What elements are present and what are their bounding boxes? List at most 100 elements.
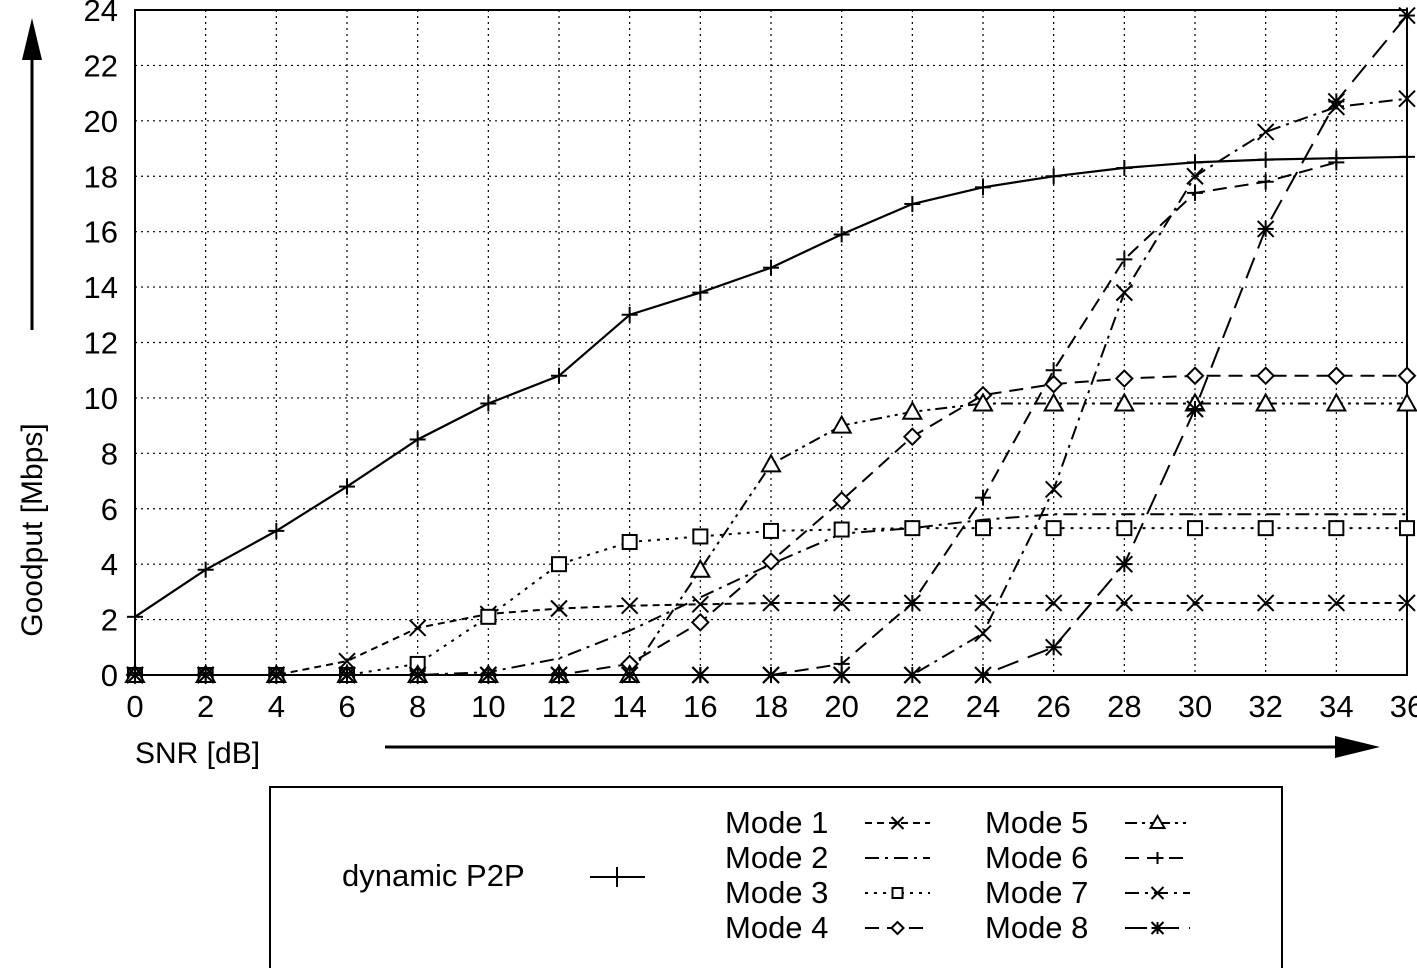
data-point-dynamic-p2p xyxy=(763,259,779,276)
data-point-dynamic-p2p xyxy=(480,395,497,412)
legend-label-mode-1: Mode 1 xyxy=(725,805,828,840)
data-point-mode-4 xyxy=(1397,366,1417,386)
data-point-mode-6 xyxy=(1045,362,1062,379)
data-point-mode-1 xyxy=(1327,594,1346,612)
data-point-mode-8 xyxy=(1256,220,1275,238)
data-point-dynamic-p2p xyxy=(1187,154,1203,171)
data-point-mode-8 xyxy=(1327,92,1346,111)
legend-marker-mode-4 xyxy=(890,920,905,936)
data-point-mode-8 xyxy=(1186,400,1204,418)
data-point-mode-6 xyxy=(1257,173,1274,190)
data-point-mode-4 xyxy=(1114,369,1134,388)
data-point-mode-3 xyxy=(1187,520,1203,537)
data-point-mode-8 xyxy=(408,666,427,684)
y-tick-label: 20 xyxy=(84,104,118,139)
data-point-mode-1 xyxy=(1256,594,1275,612)
x-tick-label: 36 xyxy=(1390,689,1417,724)
legend-label-mode-5: Mode 5 xyxy=(985,805,1088,840)
y-tick-label: 24 xyxy=(84,0,118,28)
x-tick-label: 6 xyxy=(338,689,355,724)
y-tick-label: 14 xyxy=(84,270,118,305)
legend-marker-mode-3 xyxy=(891,887,904,899)
x-tick-label: 8 xyxy=(409,689,426,724)
data-point-mode-7 xyxy=(1115,283,1134,302)
legend-label-mode-3: Mode 3 xyxy=(725,875,828,910)
series-line-mode-8 xyxy=(135,14,1408,676)
data-point-dynamic-p2p xyxy=(409,431,426,448)
data-point-mode-8 xyxy=(1398,6,1416,25)
data-point-mode-7 xyxy=(974,624,992,643)
x-tick-labels: 0 2 4 6 8 10 12 14 16 18 20 22 24 26 28 30 32 34 36 xyxy=(126,689,1417,724)
data-point-mode-8 xyxy=(479,666,498,684)
data-point-mode-1 xyxy=(620,597,639,615)
data-point-mode-4 xyxy=(1256,366,1276,386)
data-point-mode-8 xyxy=(1115,555,1134,573)
data-point-dynamic-p2p xyxy=(975,179,991,196)
data-point-dynamic-p2p xyxy=(339,478,355,495)
data-point-mode-1 xyxy=(408,619,427,637)
x-tick-label: 28 xyxy=(1107,689,1141,724)
data-point-mode-5 xyxy=(689,558,712,578)
legend-label-dynamic-p2p: dynamic P2P xyxy=(342,858,525,893)
legend-marker-mode-6 xyxy=(1151,852,1164,864)
data-point-mode-7 xyxy=(1398,89,1416,108)
data-point-mode-4 xyxy=(761,551,781,571)
x-tick-label: 14 xyxy=(612,689,646,724)
legend-marker-mode-7 xyxy=(1150,886,1165,900)
data-point-mode-6 xyxy=(1187,184,1203,201)
y-tick-label: 10 xyxy=(84,381,118,416)
x-tick-label: 26 xyxy=(1036,689,1070,724)
data-point-mode-6 xyxy=(904,594,921,611)
data-point-mode-4 xyxy=(832,491,852,510)
data-point-mode-1 xyxy=(1115,594,1134,612)
data-point-mode-1 xyxy=(338,652,356,670)
data-point-mode-5 xyxy=(901,400,924,420)
y-tick-label: 16 xyxy=(84,215,118,250)
legend-label-mode-2: Mode 2 xyxy=(725,840,828,875)
data-point-dynamic-p2p xyxy=(197,561,214,578)
data-point-mode-1 xyxy=(1186,594,1204,612)
data-point-mode-3 xyxy=(551,556,567,573)
x-tick-label: 16 xyxy=(683,689,717,724)
data-point-mode-4 xyxy=(1326,366,1346,386)
data-point-mode-5 xyxy=(1325,392,1348,412)
data-point-mode-8 xyxy=(550,666,568,684)
data-point-mode-5 xyxy=(760,453,782,473)
data-point-mode-5 xyxy=(1113,392,1136,412)
data-point-dynamic-p2p xyxy=(268,522,285,539)
x-tick-label: 24 xyxy=(966,689,1000,724)
x-tick-label: 22 xyxy=(895,689,929,724)
data-point-dynamic-p2p xyxy=(1116,159,1133,176)
data-point-dynamic-p2p xyxy=(1045,168,1062,185)
data-point-dynamic-p2p xyxy=(1257,151,1274,168)
x-tick-label: 32 xyxy=(1248,689,1282,724)
data-point-mode-1 xyxy=(1398,594,1416,612)
x-tick-label: 0 xyxy=(126,689,143,724)
y-tick-label: 18 xyxy=(84,159,118,194)
legend-marker-mode-5 xyxy=(1148,814,1167,829)
data-point-dynamic-p2p xyxy=(551,367,567,384)
data-point-dynamic-p2p xyxy=(127,608,143,625)
data-point-mode-6 xyxy=(975,489,991,506)
legend-label-mode-4: Mode 4 xyxy=(725,910,828,945)
legend-label-mode-7: Mode 7 xyxy=(985,875,1088,910)
data-point-mode-3 xyxy=(1257,520,1274,537)
data-point-mode-4 xyxy=(902,427,922,447)
x-tick-label: 20 xyxy=(824,689,858,724)
x-tick-label: 34 xyxy=(1319,689,1353,724)
data-point-dynamic-p2p xyxy=(1399,148,1415,165)
legend-box xyxy=(269,786,1283,968)
legend-sample-dynamic-p2p xyxy=(590,867,645,887)
data-point-mode-8 xyxy=(620,666,639,684)
data-point-mode-5 xyxy=(1396,392,1417,412)
y-axis-arrow xyxy=(22,18,42,330)
data-point-mode-4 xyxy=(690,612,710,632)
data-point-mode-1 xyxy=(1044,594,1063,612)
data-point-mode-1 xyxy=(550,599,568,618)
data-point-mode-3 xyxy=(692,528,709,545)
y-tick-label: 12 xyxy=(84,326,118,361)
data-point-mode-6 xyxy=(1116,251,1133,268)
data-point-mode-1 xyxy=(762,594,780,612)
x-axis-arrow xyxy=(385,736,1380,758)
data-point-mode-3 xyxy=(833,521,850,538)
